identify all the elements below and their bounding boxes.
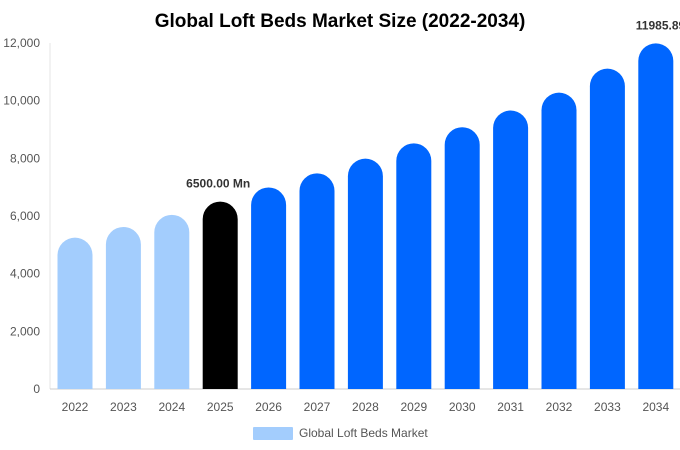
x-tick-label: 2027 [304, 400, 331, 414]
x-tick-label: 2024 [158, 400, 185, 414]
y-tick-label: 8,000 [10, 151, 40, 165]
bar-2024[interactable] [154, 214, 190, 389]
legend-label: Global Loft Beds Market [299, 426, 428, 440]
x-tick-label: 2029 [400, 400, 427, 414]
bars-group [57, 43, 674, 390]
x-tick-label: 2030 [449, 400, 476, 414]
x-tick-label: 2034 [642, 400, 669, 414]
y-axis-ticks: 0 2,000 4,000 6,000 8,000 10,000 12,000 [3, 36, 40, 396]
y-tick-label: 12,000 [3, 36, 40, 50]
bar-2026[interactable] [251, 187, 287, 389]
bar-2027[interactable] [299, 173, 335, 389]
y-tick-label: 10,000 [3, 94, 40, 108]
y-tick-label: 6,000 [10, 209, 40, 223]
x-tick-label: 2032 [546, 400, 573, 414]
x-tick-label: 2033 [594, 400, 621, 414]
legend[interactable]: Global Loft Beds Market [253, 426, 428, 440]
x-axis-ticks: 2022 2023 2024 2025 2026 2027 2028 2029 2030 2031… [62, 400, 670, 414]
data-label-2025: 6500.00 Mn [186, 177, 250, 191]
data-labels-group: 6500.00 Mn 11985.89 Mn [186, 18, 680, 190]
bar-2032[interactable] [541, 92, 577, 390]
x-tick-label: 2026 [255, 400, 282, 414]
legend-swatch [253, 427, 293, 440]
bar-2028[interactable] [347, 158, 383, 389]
y-tick-label: 4,000 [10, 267, 40, 281]
bar-2031[interactable] [493, 110, 529, 389]
bar-2023[interactable] [105, 226, 141, 389]
data-label-2034: 11985.89 Mn [636, 18, 680, 32]
x-tick-label: 2031 [497, 400, 524, 414]
x-tick-label: 2028 [352, 400, 379, 414]
bar-2034[interactable] [638, 43, 674, 390]
x-tick-label: 2022 [62, 400, 89, 414]
bar-2025[interactable] [202, 201, 238, 389]
bar-2029[interactable] [396, 143, 432, 389]
y-tick-label: 2,000 [10, 324, 40, 338]
chart-title: Global Loft Beds Market Size (2022-2034) [155, 11, 526, 32]
x-tick-label: 2023 [110, 400, 137, 414]
bar-2030[interactable] [444, 127, 480, 389]
y-tick-label: 0 [33, 382, 40, 396]
bar-2022[interactable] [57, 237, 93, 389]
x-tick-label: 2025 [207, 400, 234, 414]
bar-2033[interactable] [589, 68, 625, 389]
